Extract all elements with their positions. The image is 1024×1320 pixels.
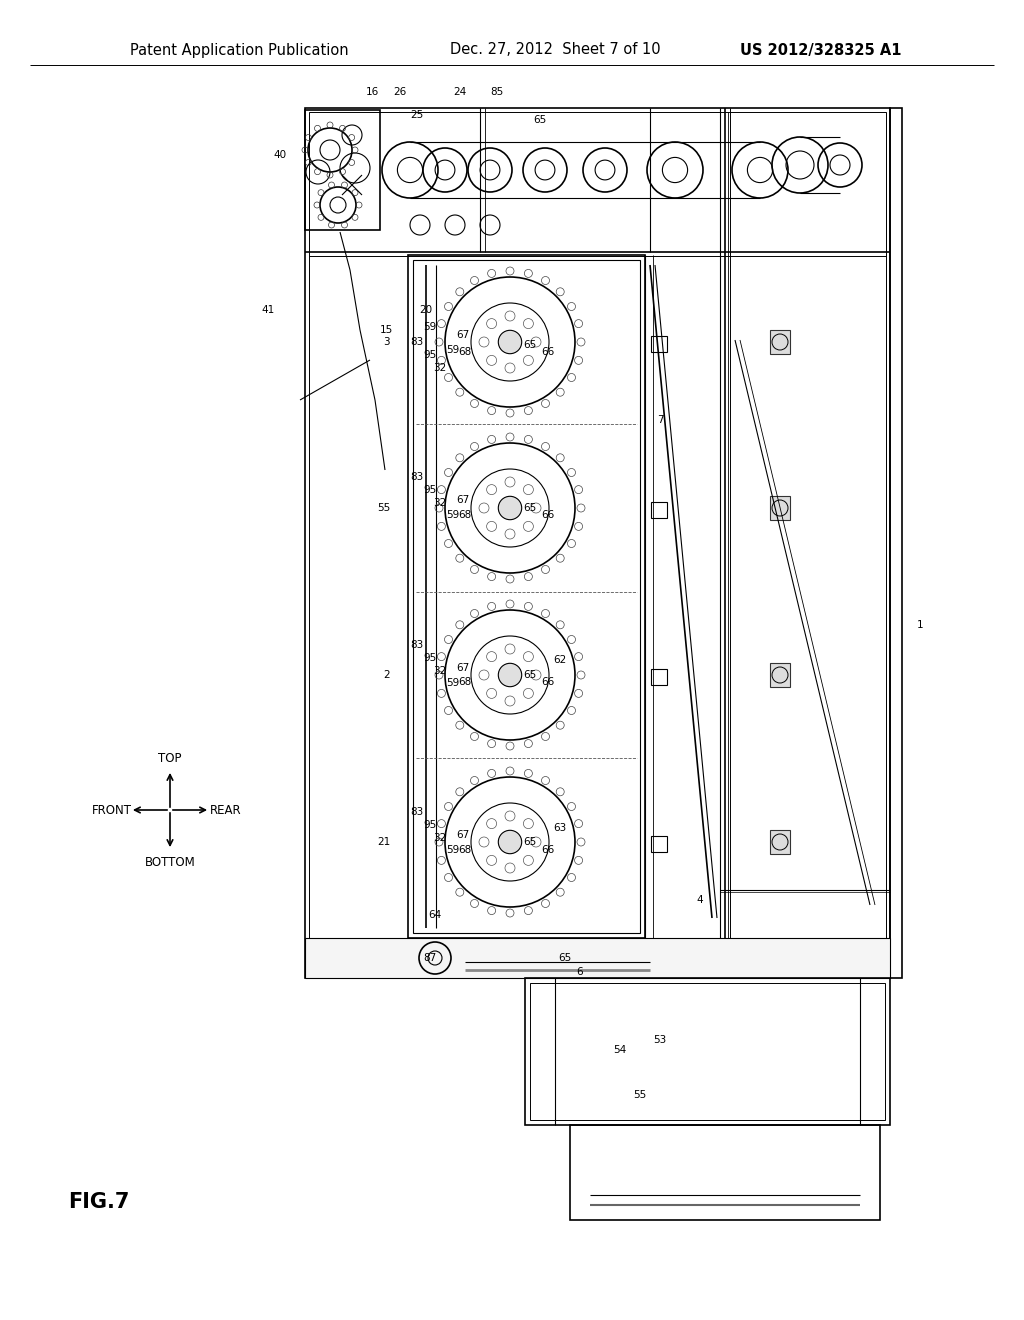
Text: 83: 83 [411,473,424,482]
Bar [530,983,885,1119]
Text: 40: 40 [273,150,287,160]
Text: 55: 55 [377,503,390,513]
Text: 67: 67 [457,330,470,341]
Text: 25: 25 [411,110,424,120]
Text: 67: 67 [457,495,470,506]
Text: 24: 24 [454,87,467,96]
Bar [890,108,902,978]
Text: 68: 68 [459,510,472,520]
Text: 83: 83 [411,640,424,649]
Bar [651,836,667,851]
Text: 41: 41 [261,305,274,315]
Text: 66: 66 [542,510,555,520]
Text: Dec. 27, 2012  Sheet 7 of 10: Dec. 27, 2012 Sheet 7 of 10 [450,42,660,58]
Text: 6: 6 [577,968,584,977]
Text: 62: 62 [553,655,566,665]
Bar [651,669,667,685]
Bar [570,1125,880,1220]
Text: 16: 16 [366,87,379,96]
Text: 26: 26 [393,87,407,96]
Bar [413,260,640,933]
Text: TOP: TOP [159,751,181,764]
Text: 83: 83 [411,807,424,817]
Text: 21: 21 [377,837,390,847]
Text: 2: 2 [383,671,390,680]
Text: 53: 53 [653,1035,667,1045]
Text: 87: 87 [423,953,436,964]
Text: 32: 32 [433,667,446,676]
Text: 95: 95 [423,350,436,360]
Text: 63: 63 [553,822,566,833]
Text: 66: 66 [542,677,555,686]
Text: 68: 68 [459,347,472,356]
Text: 32: 32 [433,498,446,508]
Text: 59: 59 [446,845,460,855]
Text: 83: 83 [411,337,424,347]
Text: REAR: REAR [210,804,242,817]
Circle shape [499,496,521,520]
Text: 68: 68 [459,677,472,686]
Text: 3: 3 [383,337,390,347]
Text: 55: 55 [634,1090,646,1100]
Text: 65: 65 [523,837,537,847]
Bar [770,830,790,854]
Text: Patent Application Publication: Patent Application Publication [130,42,348,58]
Text: 68: 68 [459,845,472,855]
Bar [305,108,890,978]
Text: 65: 65 [523,671,537,680]
Text: US 2012/328325 A1: US 2012/328325 A1 [740,42,901,58]
Text: 67: 67 [457,830,470,840]
Text: 65: 65 [523,503,537,513]
Bar [770,496,790,520]
Text: FRONT: FRONT [92,804,132,817]
Bar [525,978,890,1125]
Bar [408,255,645,939]
Text: 59: 59 [446,345,460,355]
Bar [770,663,790,686]
Bar [305,939,890,978]
Text: 64: 64 [428,909,441,920]
Text: 65: 65 [523,341,537,350]
Text: 65: 65 [558,953,571,964]
Text: 59: 59 [446,510,460,520]
Circle shape [499,663,521,686]
Text: 66: 66 [542,347,555,356]
Text: 32: 32 [433,833,446,843]
Text: 66: 66 [542,845,555,855]
Bar [770,330,790,354]
Text: 7: 7 [656,414,664,425]
Text: 4: 4 [696,895,703,906]
Circle shape [499,830,521,854]
Text: 67: 67 [457,663,470,673]
Text: 15: 15 [380,325,393,335]
Text: 54: 54 [613,1045,627,1055]
Text: 20: 20 [420,305,432,315]
Bar [309,112,886,974]
Text: 95: 95 [423,484,436,495]
Circle shape [499,330,521,354]
Text: BOTTOM: BOTTOM [144,855,196,869]
Text: 65: 65 [534,115,547,125]
Text: 95: 95 [423,653,436,663]
Text: 59: 59 [446,678,460,688]
Bar [651,337,667,352]
Bar [651,502,667,517]
Text: 32: 32 [433,363,446,374]
Text: 59: 59 [423,322,436,333]
Text: 1: 1 [916,620,924,630]
Text: 85: 85 [490,87,504,96]
Bar [305,110,380,230]
Text: 95: 95 [423,820,436,830]
Text: FIG.7: FIG.7 [68,1192,129,1212]
